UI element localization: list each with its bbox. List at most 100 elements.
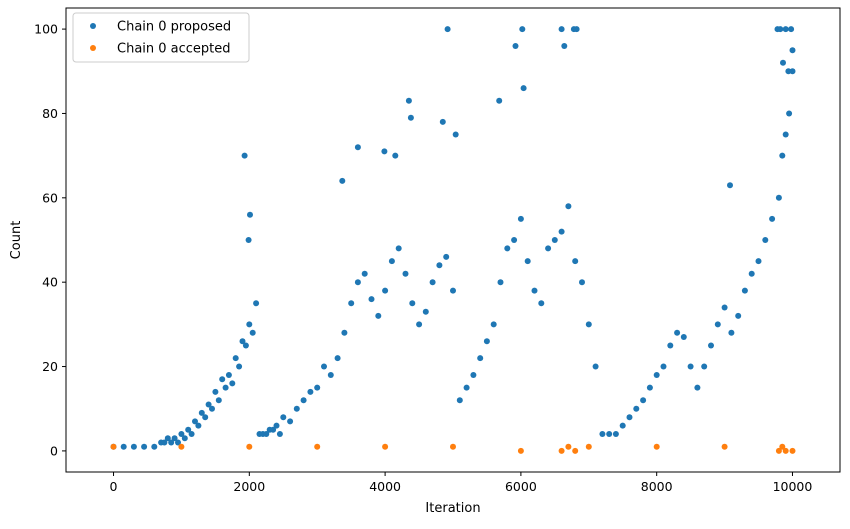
proposed-point: [120, 443, 127, 450]
proposed-point: [232, 355, 239, 362]
proposed-point: [409, 300, 416, 307]
proposed-point: [215, 397, 222, 404]
proposed-point: [573, 26, 580, 33]
proposed-point: [653, 372, 660, 378]
proposed-point: [531, 287, 538, 294]
accepted-point: [450, 443, 456, 450]
proposed-point: [405, 97, 412, 104]
proposed-point: [520, 85, 527, 92]
proposed-point: [728, 329, 735, 336]
accepted-point: [572, 447, 579, 454]
legend-box: [72, 12, 250, 63]
proposed-point: [452, 131, 459, 138]
y-tick-label: 20: [42, 359, 58, 374]
proposed-point: [524, 258, 531, 265]
proposed-point: [538, 300, 545, 307]
proposed-point: [151, 443, 158, 450]
proposed-point: [779, 152, 786, 159]
x-axis-label: Iteration: [425, 501, 480, 516]
proposed-point: [181, 435, 188, 442]
proposed-point: [565, 203, 572, 210]
proposed-point: [483, 338, 490, 345]
proposed-point: [735, 312, 742, 319]
accepted-point: [585, 443, 592, 450]
proposed-point: [545, 245, 552, 252]
proposed-point: [775, 194, 782, 201]
proposed-point: [777, 26, 784, 33]
legend: Chain 0 proposed Chain 0 accepted: [72, 12, 250, 63]
proposed-point: [612, 431, 619, 437]
proposed-point: [585, 321, 592, 328]
y-tick-label: 40: [42, 275, 58, 290]
proposed-point: [456, 397, 463, 404]
proposed-point: [748, 270, 755, 277]
proposed-point: [242, 342, 249, 349]
proposed-point: [195, 422, 202, 429]
proposed-point: [439, 118, 446, 125]
proposed-point: [701, 363, 708, 370]
proposed-point: [219, 376, 226, 383]
proposed-point: [450, 287, 456, 294]
axes-frame: [65, 7, 841, 473]
proposed-point: [246, 321, 253, 328]
x-axis: 0 2000 4000 6000 8000 10000: [110, 472, 812, 494]
proposed-point: [504, 245, 511, 252]
accepted-point: [779, 443, 786, 450]
proposed-point: [477, 355, 484, 362]
proposed-point: [270, 426, 277, 433]
proposed-point: [558, 26, 565, 33]
proposed-point: [188, 431, 195, 437]
proposed-point: [680, 334, 687, 340]
proposed-point: [660, 363, 667, 370]
proposed-point: [368, 296, 375, 303]
proposed-point: [395, 245, 402, 252]
proposed-point: [721, 304, 728, 311]
proposed-point: [769, 215, 776, 222]
proposed-point: [321, 363, 327, 370]
y-tick-label: 80: [42, 106, 58, 121]
proposed-point: [130, 443, 137, 450]
proposed-point: [241, 152, 248, 159]
proposed-point: [633, 405, 640, 412]
proposed-point: [225, 372, 232, 378]
proposed-point: [293, 405, 300, 412]
proposed-point: [161, 439, 168, 446]
proposed-point: [209, 405, 215, 412]
proposed-point: [175, 439, 181, 446]
proposed-point: [249, 329, 256, 336]
proposed-point: [245, 237, 252, 243]
proposed-point: [381, 148, 388, 155]
proposed-point: [348, 300, 355, 307]
proposed-point: [198, 409, 205, 416]
proposed-point: [444, 26, 451, 33]
x-tick-label: 6000: [505, 479, 537, 494]
proposed-point: [674, 329, 681, 336]
y-tick-label: 100: [34, 22, 58, 37]
proposed-point: [640, 397, 647, 404]
proposed-point: [755, 258, 762, 265]
proposed-point: [280, 414, 287, 421]
proposed-point: [164, 435, 171, 442]
proposed-point: [236, 363, 243, 370]
proposed-point: [407, 114, 414, 121]
accepted-point: [178, 443, 185, 450]
proposed-point: [239, 338, 246, 345]
proposed-point: [579, 279, 585, 286]
x-tick-label: 8000: [641, 479, 673, 494]
legend-marker-accepted: [90, 45, 96, 51]
proposed-point: [519, 26, 526, 33]
accepted-point: [382, 443, 389, 450]
proposed-point: [392, 152, 399, 159]
proposed-point: [334, 355, 341, 362]
proposed-point: [402, 270, 409, 277]
proposed-point: [327, 372, 334, 378]
proposed-point: [606, 431, 613, 437]
proposed-point: [626, 414, 633, 421]
legend-label-proposed: Chain 0 proposed: [117, 20, 231, 35]
proposed-point: [341, 329, 348, 336]
accepted-point: [653, 443, 660, 450]
accepted-point: [565, 443, 572, 450]
proposed-point: [785, 68, 792, 75]
